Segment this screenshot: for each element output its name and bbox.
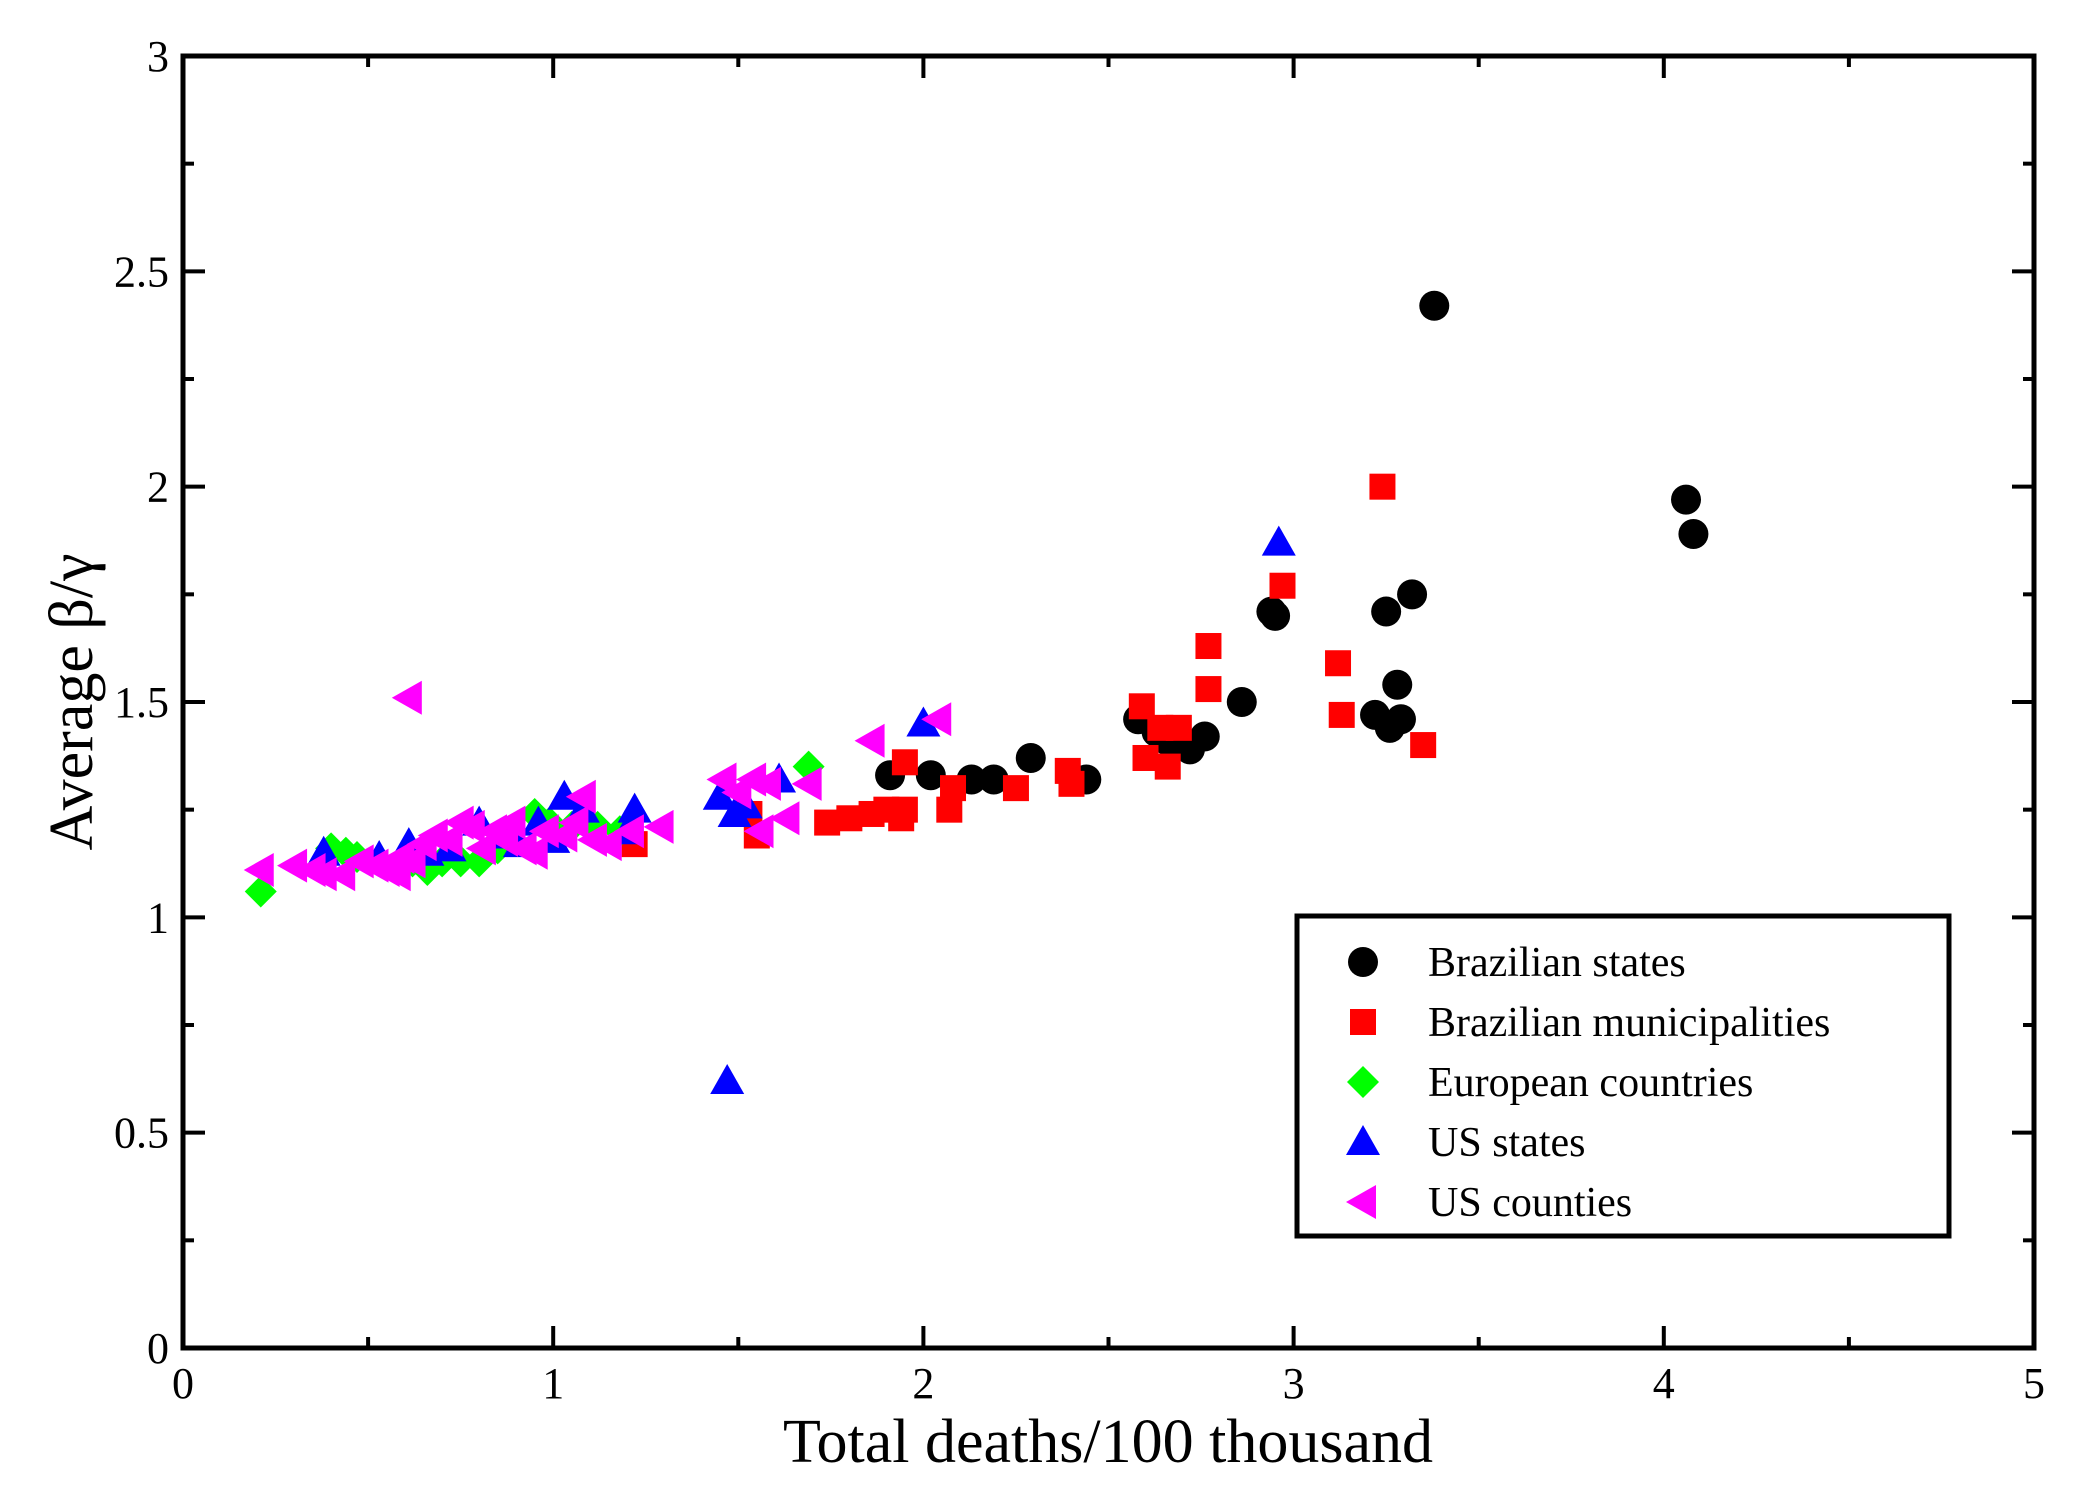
data-point	[277, 848, 308, 883]
data-point	[1328, 701, 1355, 728]
legend-label: US counties	[1428, 1180, 1632, 1226]
data-point	[1154, 753, 1181, 780]
data-point	[454, 809, 485, 844]
data-point	[769, 801, 800, 836]
y-tick-label: 2	[147, 463, 169, 512]
x-tick-label: 3	[1283, 1359, 1305, 1408]
data-point	[814, 809, 841, 836]
data-point	[702, 779, 737, 810]
data-point	[978, 764, 1009, 795]
y-tick-label: 2.5	[114, 247, 169, 296]
y-tick-label: 0	[147, 1324, 169, 1373]
data-points-layer	[243, 290, 1709, 1094]
data-point	[854, 723, 885, 758]
data-point	[1002, 775, 1029, 802]
y-axis-title: Average β/γ	[38, 553, 106, 850]
data-point	[906, 706, 941, 737]
data-point	[1410, 732, 1437, 759]
x-tick-label: 4	[1653, 1359, 1675, 1408]
data-point	[1382, 669, 1413, 700]
x-tick-label: 5	[2023, 1359, 2045, 1408]
data-point	[1671, 484, 1702, 515]
data-point	[1195, 676, 1222, 703]
data-point	[1397, 579, 1428, 610]
y-tick-label: 1.5	[114, 678, 169, 727]
data-point	[1269, 572, 1296, 599]
data-point	[1325, 650, 1352, 677]
data-point	[1261, 525, 1296, 556]
data-point	[306, 835, 341, 866]
legend-marker-diamond	[1347, 1066, 1379, 1098]
data-point	[643, 809, 674, 844]
data-point	[1419, 290, 1450, 321]
data-point	[891, 796, 918, 823]
x-axis-title: Total deaths/100 thousand	[783, 1408, 1433, 1476]
data-point	[565, 779, 596, 814]
data-point	[1189, 721, 1220, 752]
data-point	[1195, 633, 1222, 660]
data-point	[325, 857, 356, 892]
data-point	[243, 852, 274, 887]
legend-marker-square	[1350, 1009, 1376, 1035]
data-point	[750, 766, 781, 801]
data-point	[721, 775, 752, 810]
data-point	[743, 814, 774, 849]
legend: Brazilian states Brazilian municipalities…	[1294, 913, 1952, 1239]
legend-label: Brazilian municipalities	[1428, 1000, 1830, 1046]
legend-label: US states	[1428, 1120, 1586, 1166]
x-tick-label: 1	[542, 1359, 564, 1408]
data-point	[547, 779, 582, 810]
x-tick-label: 0	[172, 1359, 194, 1408]
series-us-counties	[243, 680, 952, 892]
data-point	[395, 844, 426, 879]
data-point	[558, 805, 589, 840]
legend-marker-circle	[1348, 947, 1378, 977]
data-point	[495, 805, 526, 840]
data-point	[1226, 687, 1257, 717]
y-tick-label: 3	[147, 32, 169, 81]
data-point	[306, 857, 337, 892]
data-point	[1058, 770, 1085, 797]
y-tick-label: 1	[147, 893, 169, 942]
data-point	[921, 702, 952, 737]
data-point	[791, 766, 822, 801]
legend-marker-triangle-up	[1346, 1125, 1380, 1155]
data-point	[517, 835, 548, 870]
legend-label: European countries	[1428, 1060, 1753, 1106]
data-point	[391, 680, 422, 715]
data-point	[836, 805, 863, 832]
data-point	[706, 762, 737, 797]
data-point	[1015, 742, 1046, 773]
data-point	[891, 749, 918, 776]
data-point	[1132, 744, 1159, 771]
data-point	[1165, 714, 1192, 741]
data-point	[940, 775, 967, 802]
y-tick-label: 0.5	[114, 1109, 169, 1158]
data-point	[591, 827, 622, 862]
legend-box	[1294, 913, 1952, 1239]
legend-label: Brazilian states	[1428, 940, 1686, 986]
data-point	[915, 760, 946, 791]
x-tick-label: 2	[912, 1359, 934, 1408]
data-point	[528, 814, 559, 849]
data-point	[432, 822, 463, 857]
data-point	[1260, 600, 1291, 631]
data-point	[1369, 473, 1396, 500]
data-point	[613, 814, 644, 849]
data-point	[1678, 519, 1709, 550]
legend-marker-triangle-left	[1346, 1185, 1376, 1219]
plot-area-frame	[180, 53, 2037, 1351]
data-point	[710, 1063, 745, 1094]
data-point	[1371, 596, 1402, 627]
data-point	[1385, 704, 1416, 735]
